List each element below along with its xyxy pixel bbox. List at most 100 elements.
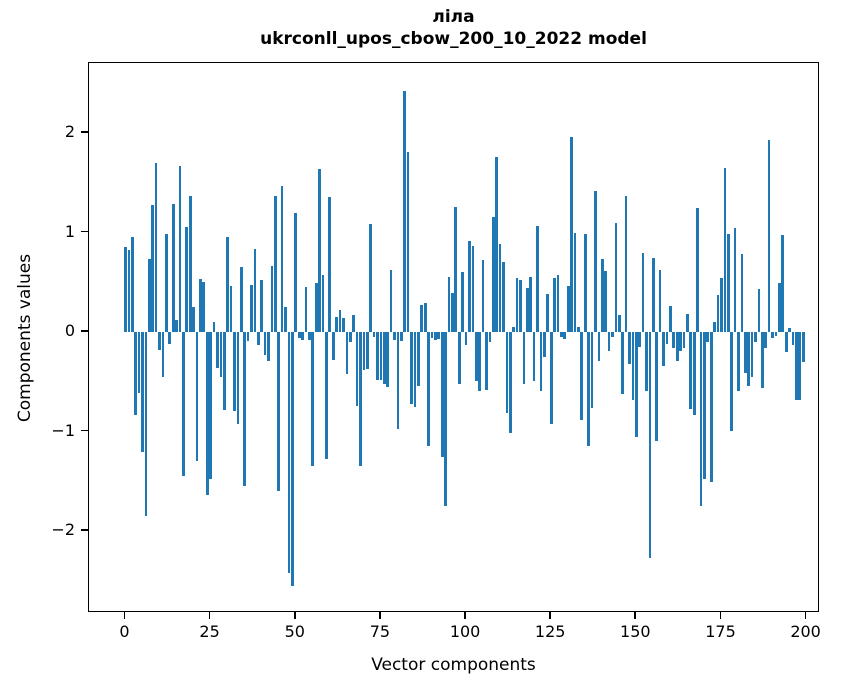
bar-component-112 (505, 332, 509, 413)
bar-component-117 (522, 332, 526, 384)
bar-component-196 (791, 332, 795, 345)
bar-component-162 (675, 332, 679, 361)
bar-component-7 (147, 259, 151, 332)
bar-component-21 (195, 332, 199, 462)
bar-component-130 (566, 286, 570, 332)
bar-component-13 (168, 332, 172, 344)
bar-component-80 (396, 332, 400, 429)
bar-component-24 (205, 332, 209, 496)
bar-component-18 (185, 226, 189, 332)
bar-component-56 (314, 283, 318, 332)
bar-component-82 (403, 91, 407, 332)
x-tick-mark-150 (634, 612, 637, 619)
y-tick-mark--2 (81, 529, 88, 531)
bar-component-113 (508, 332, 512, 433)
bar-component-31 (229, 286, 233, 332)
bar-component-132 (573, 232, 577, 332)
bar-component-175 (720, 278, 723, 332)
bar-component-197 (795, 332, 798, 400)
bar-component-154 (648, 332, 652, 558)
bar-component-43 (270, 266, 274, 332)
bar-component-159 (665, 332, 669, 344)
bar-component-158 (662, 332, 665, 366)
bar-component-178 (730, 332, 734, 431)
bar-component-0 (124, 247, 127, 332)
bar-component-94 (444, 332, 447, 507)
x-tick-mark-50 (293, 612, 296, 619)
bar-component-77 (386, 332, 390, 387)
y-tick-mark-0 (81, 330, 88, 332)
bar-component-71 (365, 332, 369, 369)
bar-component-168 (696, 207, 699, 332)
bar-component-131 (570, 136, 573, 332)
bar-component-165 (686, 314, 689, 332)
bar-component-198 (798, 332, 802, 400)
y-axis-label: Components values (15, 253, 35, 423)
x-tick-mark-75 (379, 612, 381, 619)
bar-component-22 (199, 279, 202, 332)
x-tick-label-125: 125 (534, 622, 566, 641)
bar-component-129 (563, 332, 567, 339)
bar-component-120 (532, 332, 536, 381)
bar-component-101 (468, 241, 471, 332)
bar-component-142 (607, 332, 611, 351)
bar-component-181 (740, 254, 744, 332)
bar-component-148 (628, 332, 631, 364)
bar-component-54 (308, 332, 311, 340)
bar-component-189 (767, 139, 771, 332)
bar-component-163 (679, 332, 682, 351)
bar-component-140 (600, 259, 604, 332)
bar-component-34 (239, 267, 243, 332)
bar-component-91 (434, 332, 437, 340)
bar-component-133 (577, 327, 580, 332)
bar-component-145 (617, 315, 621, 332)
bar-component-193 (781, 235, 785, 332)
bar-component-134 (580, 332, 584, 420)
chart-title-model: ukrconll_upos_cbow_200_10_2022 model (260, 29, 647, 49)
bar-component-199 (801, 332, 805, 362)
bar-component-100 (464, 332, 468, 345)
bar-component-153 (645, 332, 648, 391)
bar-component-26 (212, 322, 216, 332)
bar-component-19 (188, 195, 192, 332)
bar-component-74 (376, 332, 379, 380)
plot-area (88, 62, 819, 612)
bar-component-114 (512, 327, 516, 332)
bar-component-61 (331, 332, 335, 360)
bar-component-32 (233, 332, 236, 411)
bar-component-152 (641, 253, 645, 332)
bar-component-119 (529, 277, 533, 332)
bar-component-11 (161, 332, 165, 377)
bar-component-63 (338, 310, 342, 332)
y-tick-mark-2 (81, 131, 88, 133)
bar-component-84 (410, 332, 413, 404)
bar-component-136 (587, 332, 590, 447)
bar-component-89 (427, 332, 430, 447)
bar-component-108 (491, 216, 495, 332)
x-tick-label-200: 200 (790, 622, 821, 641)
bar-component-150 (634, 332, 638, 438)
bar-component-40 (260, 280, 264, 332)
bar-component-161 (672, 332, 676, 348)
y-tick-mark--1 (81, 429, 88, 432)
bar-component-116 (519, 280, 522, 332)
bar-component-85 (413, 332, 417, 407)
bar-component-180 (737, 332, 740, 391)
bar-component-185 (754, 332, 757, 342)
x-tick-mark-25 (208, 612, 211, 619)
y-tick-label-2: 2 (64, 122, 75, 141)
bar-component-106 (485, 332, 488, 390)
bar-component-149 (631, 332, 635, 400)
bar-component-167 (692, 332, 696, 415)
bar-component-23 (202, 282, 206, 332)
bar-component-98 (457, 332, 461, 384)
chart-title-word: ліла (432, 7, 475, 27)
bar-component-191 (774, 332, 778, 336)
bar-component-69 (359, 332, 362, 467)
bar-component-27 (216, 332, 219, 368)
bar-component-118 (526, 288, 529, 332)
bar-component-170 (703, 332, 706, 480)
bar-component-5 (141, 332, 144, 453)
bar-component-176 (723, 167, 727, 332)
